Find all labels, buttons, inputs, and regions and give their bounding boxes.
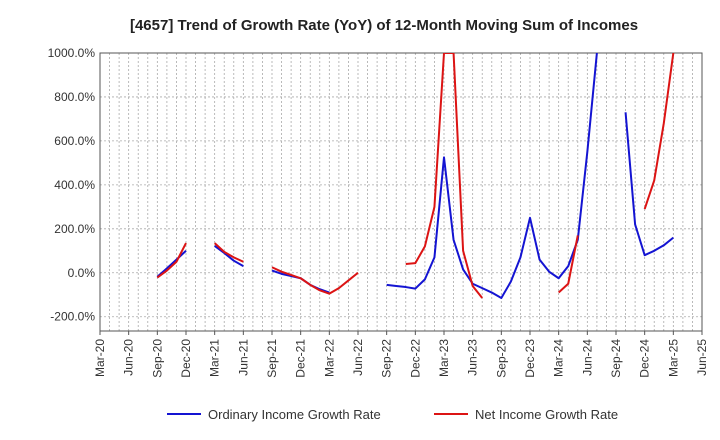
x-tick-label: Mar-21 [208,339,222,377]
x-tick-label: Mar-24 [552,339,566,377]
x-tick-label: Sep-23 [494,339,508,378]
x-tick-label: Jun-24 [580,339,594,376]
y-tick-label: 400.0% [54,178,95,192]
x-tick-label: Jun-23 [466,339,480,376]
x-tick-label: Dec-22 [408,339,422,378]
x-tick-label: Sep-21 [265,339,279,378]
legend: Ordinary Income Growth Rate Net Income G… [167,407,618,422]
x-tick-label: Mar-25 [666,339,680,377]
x-tick-label: Jun-21 [236,339,250,376]
x-tick-label: Sep-22 [380,339,394,378]
x-tick-label: Jun-20 [122,339,136,376]
axis-labels: 1000.0% 800.0% 600.0% 400.0% 200.0% 0.0% -200.… [48,46,709,378]
x-tick-label: Sep-24 [609,339,623,378]
y-tick-label: 600.0% [54,134,95,148]
y-tick-label: -200.0% [50,310,95,324]
y-tick-label: 800.0% [54,90,95,104]
series-layer [156,53,675,300]
x-tick-label: Mar-20 [93,339,107,377]
legend-label-net-income: Net Income Growth Rate [475,407,618,422]
x-tick-label: Dec-20 [179,339,193,378]
y-tick-label: 1000.0% [48,46,96,60]
chart-title: [4657] Trend of Growth Rate (YoY) of 12-… [130,17,638,34]
x-tick-label: Jun-22 [351,339,365,376]
x-tick-label: Mar-23 [437,339,451,377]
x-tick-label: Dec-21 [294,339,308,378]
x-tick-label: Sep-20 [150,339,164,378]
x-tick-label: Dec-23 [523,339,537,378]
y-tick-label: 0.0% [68,266,96,280]
series-line-1 [156,53,675,299]
plot-frame [99,52,703,332]
legend-label-ordinary-income: Ordinary Income Growth Rate [208,407,381,422]
x-tick-label: Dec-24 [638,339,652,378]
x-tick-label: Mar-22 [322,339,336,377]
grid-layer [99,52,703,331]
y-tick-label: 200.0% [54,222,95,236]
x-tick-label: Jun-25 [695,339,709,376]
